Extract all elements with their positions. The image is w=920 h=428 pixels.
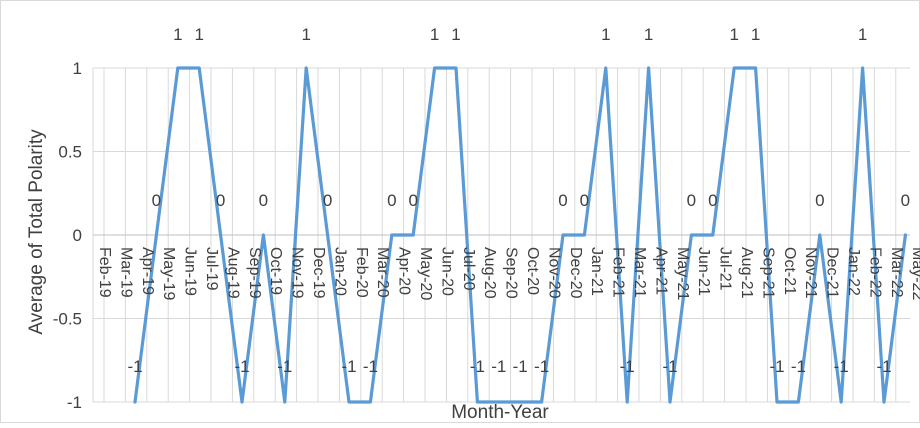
x-tick-label: Apr-20 bbox=[396, 247, 413, 295]
y-tick-label: 0.5 bbox=[58, 143, 82, 162]
data-label: -1 bbox=[662, 357, 677, 376]
x-tick-label: Mar-21 bbox=[631, 247, 648, 298]
data-label: -1 bbox=[470, 357, 485, 376]
x-tick-label: Mar-22 bbox=[888, 247, 905, 298]
data-label: 1 bbox=[858, 25, 867, 44]
x-tick-label: Jul-21 bbox=[717, 247, 734, 291]
x-tick-label: Nov-21 bbox=[802, 247, 819, 299]
data-label: -1 bbox=[834, 357, 849, 376]
x-tick-label: Sep-21 bbox=[759, 247, 776, 299]
data-label: 1 bbox=[430, 25, 439, 44]
data-label: 0 bbox=[815, 191, 824, 210]
x-tick-label: Sep-20 bbox=[503, 247, 520, 299]
data-label: 0 bbox=[558, 191, 567, 210]
series-layer bbox=[133, 66, 908, 404]
data-label: 0 bbox=[708, 191, 717, 210]
data-label: 0 bbox=[152, 191, 161, 210]
data-label: 0 bbox=[408, 191, 417, 210]
series-line bbox=[133, 66, 908, 404]
x-tick-label: Feb-21 bbox=[610, 247, 627, 298]
x-tick-label: Mar-20 bbox=[374, 247, 391, 298]
x-tick-label: Aug-19 bbox=[224, 247, 241, 299]
x-tick-label: Dec-21 bbox=[824, 247, 841, 299]
x-tick-label: Feb-19 bbox=[96, 247, 113, 298]
x-tick-label: Mar-19 bbox=[117, 247, 134, 298]
x-tick-label: Jun-20 bbox=[438, 247, 455, 296]
x-tick-label: Nov-19 bbox=[289, 247, 306, 299]
data-label: -1 bbox=[277, 357, 292, 376]
data-label: -1 bbox=[791, 357, 806, 376]
x-tick-label: Apr-19 bbox=[139, 247, 156, 295]
data-label: -1 bbox=[127, 357, 142, 376]
data-label: 1 bbox=[173, 25, 182, 44]
data-labels: -101 10-10-110-1 -10 01 1-1 -1 -1 -10 01-11-10 01… bbox=[127, 25, 910, 376]
data-label: 0 bbox=[323, 191, 332, 210]
x-tick-label: Feb-22 bbox=[866, 247, 883, 298]
x-tick-label: Oct-20 bbox=[524, 247, 541, 295]
y-tick-label: 1 bbox=[73, 59, 82, 78]
data-label: 1 bbox=[751, 25, 760, 44]
x-tick-label: Aug-20 bbox=[481, 247, 498, 299]
x-tick-label: Dec-20 bbox=[567, 247, 584, 299]
x-tick-label: Jun-19 bbox=[182, 247, 199, 296]
x-axis-title: Month-Year bbox=[451, 402, 549, 423]
data-label: 0 bbox=[387, 191, 396, 210]
data-label: 1 bbox=[451, 25, 460, 44]
y-tick-label: 0 bbox=[73, 226, 82, 245]
x-tick-label: Dec-19 bbox=[310, 247, 327, 299]
data-label: -1 bbox=[534, 357, 549, 376]
data-label: -1 bbox=[876, 357, 891, 376]
data-label: 1 bbox=[301, 25, 310, 44]
x-tick-label: May-21 bbox=[674, 247, 691, 300]
x-tick-label: May-22 bbox=[909, 247, 920, 300]
x-tick-label: Jan-20 bbox=[331, 247, 348, 296]
data-label: -1 bbox=[513, 357, 528, 376]
y-tick-label: -0.5 bbox=[53, 310, 82, 329]
x-tick-label: Jan-21 bbox=[588, 247, 605, 296]
data-label: -1 bbox=[341, 357, 356, 376]
x-tick-label: Apr-21 bbox=[652, 247, 669, 295]
y-axis-title: Average of Total Polarity bbox=[26, 129, 47, 335]
x-tick-label: Jul-19 bbox=[203, 247, 220, 291]
data-label: -1 bbox=[769, 357, 784, 376]
data-label: 0 bbox=[901, 191, 910, 210]
data-label: -1 bbox=[491, 357, 506, 376]
data-label: -1 bbox=[234, 357, 249, 376]
x-tick-label: Sep-19 bbox=[246, 247, 263, 299]
x-tick-label: Jan-22 bbox=[845, 247, 862, 296]
data-label: 0 bbox=[216, 191, 225, 210]
data-label: 1 bbox=[601, 25, 610, 44]
data-label: 1 bbox=[194, 25, 203, 44]
x-tick-label: Feb-20 bbox=[353, 247, 370, 298]
x-tick-label: Jul-20 bbox=[460, 247, 477, 291]
x-tick-label: Oct-19 bbox=[267, 247, 284, 295]
x-tick-labels: Feb-19 Mar-19 Apr-19 May-19 Jun-19 Jul-19 Aug-… bbox=[96, 247, 920, 300]
x-tick-label: Aug-21 bbox=[738, 247, 755, 299]
data-label: 1 bbox=[729, 25, 738, 44]
data-label: 0 bbox=[687, 191, 696, 210]
data-label: -1 bbox=[620, 357, 635, 376]
y-tick-labels: -1 -0.5 0 0.5 1 bbox=[53, 59, 82, 412]
x-tick-label: Jun-21 bbox=[695, 247, 712, 296]
x-tick-label: Nov-20 bbox=[545, 247, 562, 299]
data-label: 0 bbox=[259, 191, 268, 210]
x-tick-label: May-19 bbox=[160, 247, 177, 300]
data-label: 1 bbox=[644, 25, 653, 44]
data-label: -1 bbox=[363, 357, 378, 376]
data-label: 0 bbox=[580, 191, 589, 210]
x-tick-label: Oct-21 bbox=[781, 247, 798, 295]
x-tick-label: May-20 bbox=[417, 247, 434, 300]
y-tick-label: -1 bbox=[67, 393, 82, 412]
